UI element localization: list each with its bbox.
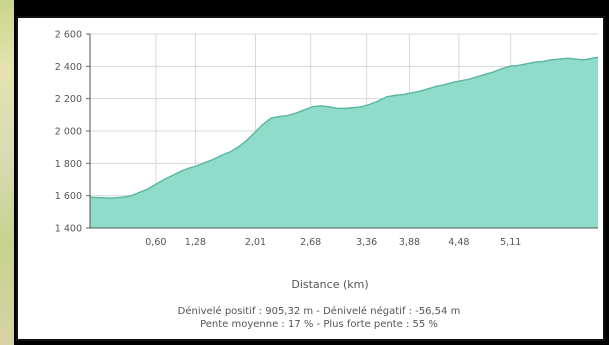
x-tick-label: 3,88 <box>399 237 420 248</box>
y-tick-label: 1 800 <box>55 159 82 170</box>
y-tick-label: 2 400 <box>55 62 82 73</box>
elevation-gain-loss-text: Dénivelé positif : 905,32 m - Dénivelé n… <box>178 305 461 317</box>
x-axis-tick-labels: 0,60 1,28 2,01 2,68 3,36 3,88 4,48 5,11 <box>145 237 521 248</box>
x-tick-label: 4,48 <box>448 237 469 248</box>
page-left-strip <box>0 0 14 345</box>
x-tick-label: 0,60 <box>145 237 166 248</box>
x-tick-label: 2,68 <box>300 237 321 248</box>
x-tick-label: 5,11 <box>500 237 521 248</box>
elevation-chart: 1 400 1 600 1 800 2 000 2 200 2 400 2 600 0,60… <box>55 30 599 330</box>
x-axis-title: Distance (km) <box>291 278 368 291</box>
x-tick-label: 2,01 <box>245 237 266 248</box>
y-axis-tick-labels: 1 400 1 600 1 800 2 000 2 200 2 400 2 600 <box>55 30 82 235</box>
y-tick-label: 2 200 <box>55 94 82 105</box>
elevation-line <box>89 56 599 199</box>
elevation-profile-panel: 1 400 1 600 1 800 2 000 2 200 2 400 2 600 0,60… <box>16 16 605 341</box>
y-tick-label: 1 400 <box>55 224 82 235</box>
x-tick-label: 3,36 <box>356 237 377 248</box>
y-tick-label: 1 600 <box>55 191 82 202</box>
y-tick-label: 2 000 <box>55 127 82 138</box>
elevation-area <box>90 57 598 229</box>
x-tick-label: 1,28 <box>185 237 206 248</box>
slope-summary-text: Pente moyenne : 17 % - Plus forte pente … <box>200 319 438 330</box>
y-tick-label: 2 600 <box>55 30 82 41</box>
